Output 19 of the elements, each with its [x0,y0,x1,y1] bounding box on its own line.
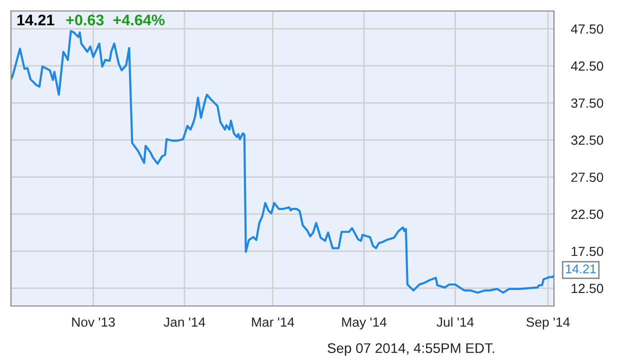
x-tick-label: Mar '14 [252,318,294,327]
annotation: 14.21 [566,264,596,274]
y-tick-label: 27.50 [571,172,604,182]
line-series [11,30,554,294]
x-tick-label: Nov '13 [72,317,115,327]
x-tick-label: Sep '14 [526,317,570,330]
y-tick-label: 37.50 [571,98,604,108]
y-tick-label: 12.50 [572,284,604,294]
x-tick-label: May '14 [342,318,387,330]
text: Sep 07 2014, 4:55PM EDT. [328,343,494,356]
y-tick-label: 42.50 [570,61,604,71]
chart-subtitle: +0.63 +4.64% [66,14,165,26]
x-tick-label: Jan '14 [164,318,206,327]
y-tick-label: 17.50 [572,246,604,256]
y-tick-label: 47.50 [570,24,604,34]
x-tick-label: Jul '14 [436,317,474,327]
chart-title: 14.21 [17,14,54,26]
y-tick-label: 32.50 [571,136,604,145]
y-tick-label: 22.50 [571,210,604,219]
